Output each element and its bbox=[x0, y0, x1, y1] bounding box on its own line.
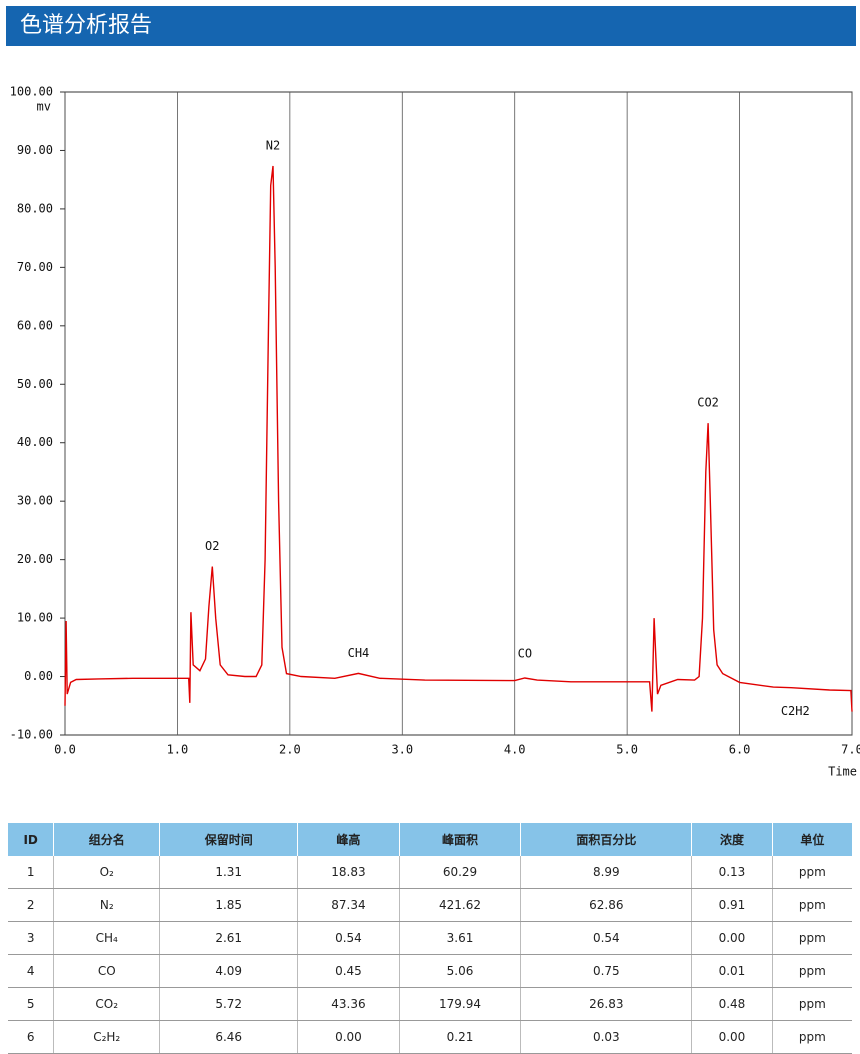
header-row: ID 组分名 保留时间 峰高 峰面积 面积百分比 浓度 单位 bbox=[8, 823, 852, 856]
table-cell: 2 bbox=[8, 888, 54, 922]
table-row: 6 C₂H₂ 6.46 0.00 0.21 0.03 0.00 ppm bbox=[8, 1020, 852, 1054]
x-tick-label: 0.0 bbox=[54, 743, 76, 757]
table-cell: 8.99 bbox=[520, 856, 692, 889]
table-cell: 0.00 bbox=[297, 1020, 400, 1054]
table-cell: 0.00 bbox=[691, 921, 773, 955]
table-cell: 0.54 bbox=[297, 921, 400, 955]
table-row: 5 CO₂ 5.72 43.36 179.94 26.83 0.48 ppm bbox=[8, 987, 852, 1021]
table-cell: 0.48 bbox=[691, 987, 773, 1021]
y-tick-label: -10.00 bbox=[10, 728, 53, 742]
table-cell: 0.45 bbox=[297, 954, 400, 988]
peak-label: CH4 bbox=[348, 646, 370, 660]
table-row: 2 N₂ 1.85 87.34 421.62 62.86 0.91 ppm bbox=[8, 888, 852, 922]
table-cell: ppm bbox=[771, 921, 852, 955]
plot-frame bbox=[64, 91, 853, 736]
table-cell: 0.03 bbox=[520, 1020, 692, 1054]
table-cell: 1.85 bbox=[159, 888, 298, 922]
table-cell: 0.54 bbox=[520, 921, 692, 955]
table-cell: 0.00 bbox=[691, 1020, 773, 1054]
table-cell: 0.21 bbox=[398, 1020, 521, 1054]
y-tick-label: 80.00 bbox=[17, 201, 53, 215]
table-cell: 26.83 bbox=[520, 987, 692, 1021]
table-cell: 4 bbox=[8, 954, 54, 988]
x-tick-label: 6.0 bbox=[729, 743, 751, 757]
y-tick-label: 30.00 bbox=[17, 494, 53, 508]
column-header: 面积百分比 bbox=[520, 823, 692, 856]
column-header: 峰面积 bbox=[398, 823, 521, 856]
trace bbox=[64, 165, 853, 712]
table-cell: 4.09 bbox=[159, 954, 298, 988]
table-cell: 5.06 bbox=[398, 954, 521, 988]
table-cell: 6.46 bbox=[159, 1020, 298, 1054]
table-cell: C₂H₂ bbox=[53, 1020, 160, 1054]
table-cell: 87.34 bbox=[297, 888, 400, 922]
chart: 0.0 1.0 2.0 3.0 4.0 5.0 6.0 7.0 -10.00 0.00 10.00 2… bbox=[10, 85, 860, 779]
y-tick-label: 70.00 bbox=[17, 260, 53, 274]
table-row: 3 CH₄ 2.61 0.54 3.61 0.54 0.00 ppm bbox=[8, 921, 852, 955]
peak-label: C2H2 bbox=[781, 704, 810, 718]
table-cell: O₂ bbox=[53, 856, 160, 889]
y-tick-label: 100.00 bbox=[10, 85, 53, 99]
table-cell: N₂ bbox=[53, 888, 160, 922]
table-cell: 43.36 bbox=[297, 987, 400, 1021]
table-cell: ppm bbox=[771, 987, 852, 1021]
peak-label: N2 bbox=[266, 139, 280, 153]
column-header: 保留时间 bbox=[159, 823, 298, 856]
table-cell: 6 bbox=[8, 1020, 54, 1054]
x-tick-label: 4.0 bbox=[504, 743, 526, 757]
table-cell: ppm bbox=[771, 1020, 852, 1054]
table-cell: 0.13 bbox=[691, 856, 773, 889]
x-tick-label: 1.0 bbox=[167, 743, 189, 757]
table-row: 1 O₂ 1.31 18.83 60.29 8.99 0.13 ppm bbox=[8, 856, 852, 889]
table-cell: CO₂ bbox=[53, 987, 160, 1021]
table-cell: 3 bbox=[8, 921, 54, 955]
table-cell: 2.61 bbox=[159, 921, 298, 955]
table-cell: 62.86 bbox=[520, 888, 692, 922]
x-tick-label: 2.0 bbox=[279, 743, 301, 757]
x-axis-label: Time bbox=[828, 765, 857, 779]
table-cell: CH₄ bbox=[53, 921, 160, 955]
peak-label: CO bbox=[518, 646, 532, 660]
table-cell: 60.29 bbox=[398, 856, 521, 889]
column-header: 峰高 bbox=[297, 823, 400, 856]
table-cell: 5 bbox=[8, 987, 54, 1021]
table-cell: 3.61 bbox=[398, 921, 521, 955]
y-tick-label: 60.00 bbox=[17, 318, 53, 332]
table-cell: ppm bbox=[771, 856, 852, 889]
report-title: 色谱分析报告 bbox=[6, 6, 856, 46]
y-tick-label: 40.00 bbox=[17, 435, 53, 449]
result-table: ID 组分名 保留时间 峰高 峰面积 面积百分比 浓度 单位 1 O₂ 1.31 18.83 60.29… bbox=[8, 823, 852, 1054]
column-header: 单位 bbox=[771, 823, 852, 856]
table-cell: 0.91 bbox=[691, 888, 773, 922]
y-tick-label: 0.00 bbox=[24, 669, 53, 683]
table-cell: CO bbox=[53, 954, 160, 988]
peak-label: CO2 bbox=[697, 396, 719, 410]
y-tick-label: 50.00 bbox=[17, 377, 53, 391]
y-unit: mv bbox=[37, 100, 51, 114]
column-header: 组分名 bbox=[53, 823, 160, 856]
table-row: 4 CO 4.09 0.45 5.06 0.75 0.01 ppm bbox=[8, 954, 852, 988]
y-tick-label: 20.00 bbox=[17, 552, 53, 566]
x-tick-label: 3.0 bbox=[391, 743, 413, 757]
table-cell: 421.62 bbox=[398, 888, 521, 922]
table-cell: 0.75 bbox=[520, 954, 692, 988]
y-tick-label: 10.00 bbox=[17, 611, 53, 625]
table-cell: ppm bbox=[771, 888, 852, 922]
table-cell: 0.01 bbox=[691, 954, 773, 988]
table-cell: 1.31 bbox=[159, 856, 298, 889]
y-tick-label: 90.00 bbox=[17, 143, 53, 157]
column-header: ID bbox=[8, 823, 54, 856]
column-header: 浓度 bbox=[691, 823, 773, 856]
table-cell: 5.72 bbox=[159, 987, 298, 1021]
peak-label: O2 bbox=[205, 539, 219, 553]
x-tick-label: 5.0 bbox=[616, 743, 638, 757]
table-cell: ppm bbox=[771, 954, 852, 988]
x-tick-label: 7.0 bbox=[841, 743, 860, 757]
table-cell: 1 bbox=[8, 856, 54, 889]
table-cell: 179.94 bbox=[398, 987, 521, 1021]
table-cell: 18.83 bbox=[297, 856, 400, 889]
